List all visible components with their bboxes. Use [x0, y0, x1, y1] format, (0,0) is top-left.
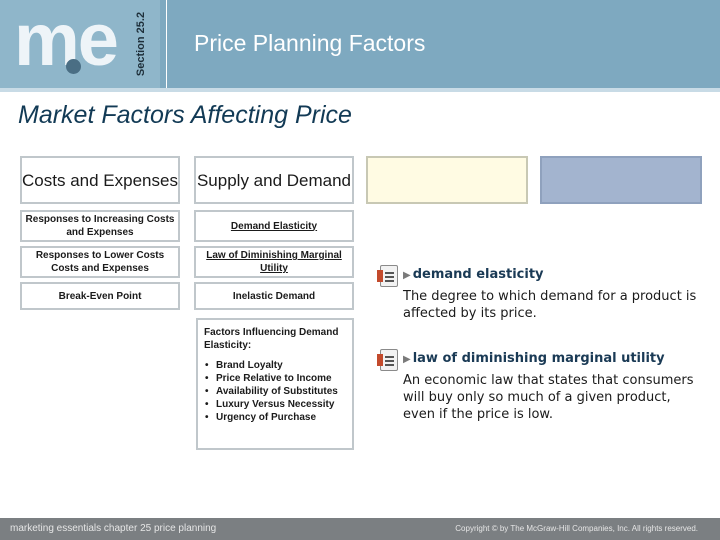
arrow-icon: ▶ [403, 270, 411, 281]
costs-item-box: Responses to Increasing Costs and Expens… [20, 210, 180, 242]
demand-elasticity-link[interactable]: Demand Elasticity [230, 220, 318, 232]
list-item: Brand Loyalty [204, 359, 351, 372]
factors-box: Factors Influencing Demand Elasticity: B… [196, 318, 354, 450]
arrow-icon: ▶ [403, 354, 411, 365]
list-item: Price Relative to Income [204, 372, 351, 385]
header-underline [0, 88, 720, 92]
definition-term: ▶ demand elasticity [403, 267, 544, 282]
supply-item-box: Inelastic Demand [194, 282, 354, 310]
supply-item: Inelastic Demand [232, 290, 316, 302]
supply-heading-box: Supply and Demand [194, 156, 354, 204]
empty-yellow-box [366, 156, 528, 204]
definition-term: ▶ law of diminishing marginal utility [403, 351, 665, 366]
demand-elasticity-link-box[interactable]: Demand Elasticity [194, 210, 354, 242]
page-title: Price Planning Factors [194, 30, 426, 56]
list-item: Luxury Versus Necessity [204, 398, 351, 411]
diminishing-utility-link[interactable]: Law of Diminishing Marginal Utility [206, 250, 342, 274]
costs-item: Responses to Lower Costs Costs and Expen… [35, 250, 165, 274]
costs-item: Break-Even Point [58, 290, 142, 302]
definition-term-text: demand elasticity [412, 267, 544, 282]
costs-item-box: Responses to Lower Costs Costs and Expen… [20, 246, 180, 278]
header-banner: me Section 25.2 Price Planning Factors [0, 0, 720, 88]
footer-bar: marketing essentials chapter 25 price pl… [0, 518, 720, 540]
slide-subtitle: Market Factors Affecting Price [18, 101, 352, 129]
logo-dot [66, 59, 81, 74]
costs-heading-box: Costs and Expenses [20, 156, 180, 204]
logo: me [0, 0, 160, 88]
header-divider [166, 0, 167, 88]
diminishing-utility-link-box[interactable]: Law of Diminishing Marginal Utility [194, 246, 354, 278]
section-label: Section 25.2 [135, 11, 147, 77]
document-icon [377, 265, 398, 287]
list-item: Availability of Substitutes [204, 385, 351, 398]
footer-course-label: marketing essentials chapter 25 price pl… [10, 523, 217, 534]
definition-text: An economic law that states that consume… [403, 373, 694, 422]
list-item: Urgency of Purchase [204, 411, 351, 424]
factors-heading: Factors Influencing Demand Elasticity: [204, 327, 339, 351]
costs-heading: Costs and Expenses [22, 170, 178, 190]
empty-blue-box [540, 156, 702, 204]
costs-item: Responses to Increasing Costs and Expens… [25, 214, 175, 238]
document-icon [377, 349, 398, 371]
definition-term-text: law of diminishing marginal utility [412, 351, 665, 366]
definition-text: The degree to which demand for a product… [403, 289, 697, 321]
footer-copyright: Copyright © by The McGraw-Hill Companies… [455, 524, 698, 533]
costs-item-box: Break-Even Point [20, 282, 180, 310]
logo-text: me [14, 0, 119, 81]
factors-list: Brand Loyalty Price Relative to Income A… [204, 359, 351, 424]
supply-heading: Supply and Demand [196, 170, 352, 190]
